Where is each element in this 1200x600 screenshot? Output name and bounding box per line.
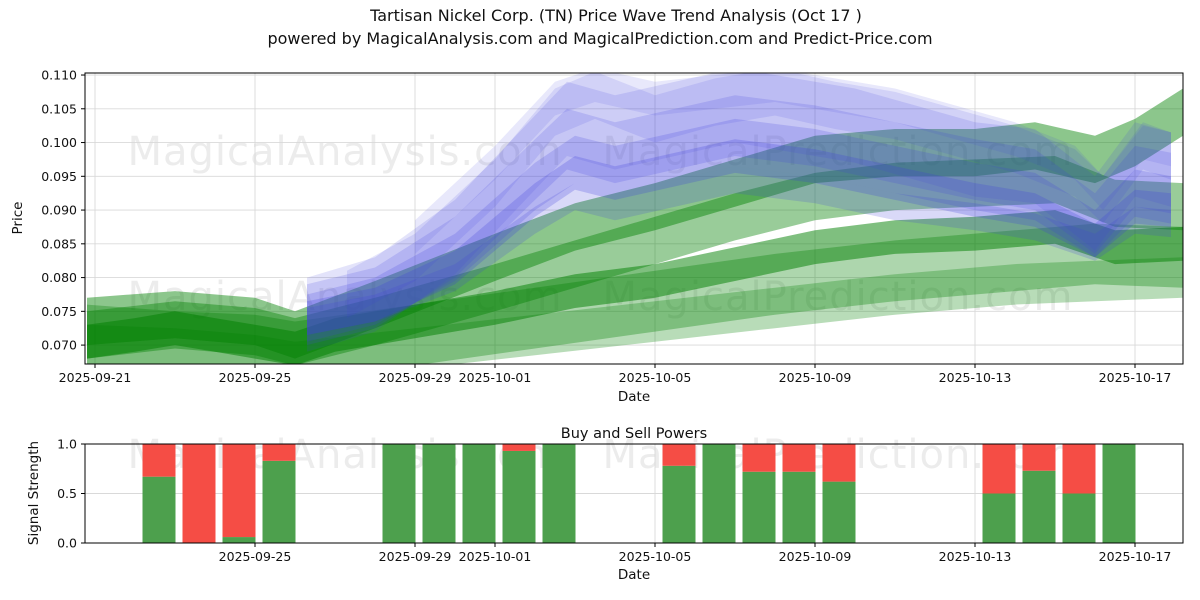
y-tick-label: 1.0: [57, 437, 77, 452]
blue-wave-band-7: [415, 73, 1171, 254]
buy-bar: [1022, 470, 1056, 543]
buy-bar: [662, 465, 696, 543]
blue-wave-band-4: [307, 139, 1171, 335]
buy-bar: [542, 444, 576, 543]
buy-bar: [262, 460, 296, 543]
x-tick-label: 2025-10-05: [619, 549, 692, 564]
sell-bar: [1062, 444, 1096, 494]
green-trend-band-2: [87, 156, 1183, 364]
date-axis-label-top: Date: [618, 389, 650, 405]
buy-bar: [742, 471, 776, 543]
x-tick-label: 2025-10-09: [779, 549, 852, 564]
sell-bar: [742, 444, 776, 472]
x-tick-label: 2025-10-13: [939, 549, 1012, 564]
y-tick-label: 0.105: [41, 101, 77, 116]
sell-bar: [262, 444, 296, 461]
x-tick-label: 2025-09-29: [379, 549, 452, 564]
chart-title: Tartisan Nickel Corp. (TN) Price Wave Tr…: [370, 6, 862, 25]
y-tick-label: 0.100: [41, 135, 77, 150]
y-tick-label: 0.070: [41, 338, 77, 353]
green-trend-band-1: [87, 88, 1183, 359]
bottom-chart-title: Buy and Sell Powers: [561, 426, 707, 442]
buy-bar: [982, 493, 1016, 543]
sell-bar: [982, 444, 1016, 494]
chart-subtitle: powered by MagicalAnalysis.com and Magic…: [267, 29, 933, 48]
x-tick-label: 2025-10-01: [459, 549, 532, 564]
y-tick-label: 0.080: [41, 270, 77, 285]
y-tick-label: 0.0: [57, 536, 77, 551]
x-tick-label: 2025-10-05: [619, 370, 692, 385]
x-tick-label: 2025-10-17: [1099, 370, 1172, 385]
x-tick-label: 2025-09-21: [59, 370, 132, 385]
x-tick-label: 2025-10-17: [1099, 549, 1172, 564]
buy-bar: [702, 444, 736, 543]
x-tick-label: 2025-10-09: [779, 370, 852, 385]
y-tick-label: 0.095: [41, 169, 77, 184]
y-tick-label: 0.110: [41, 68, 77, 83]
signal-axis-label: Signal Strength: [26, 441, 42, 545]
buy-bar: [782, 471, 816, 543]
y-tick-label: 0.085: [41, 236, 77, 251]
buy-sell-chart: 0.0 0.5 1.0 2025-09-25 2025-09-29 2025-10-01 2…: [57, 437, 1184, 564]
sell-bar: [1022, 444, 1056, 471]
price-wave-chart: 0.070 0.075 0.080 0.085 0.090 0.095 0.100 0.105…: [41, 68, 1184, 385]
x-tick-label: 2025-09-29: [379, 370, 452, 385]
sell-bar: [782, 444, 816, 472]
blue-wave-band-5: [307, 166, 1171, 335]
sell-bar: [662, 444, 696, 466]
buy-bar: [1102, 444, 1136, 543]
y-tick-label: 0.090: [41, 203, 77, 218]
date-axis-label-bottom: Date: [618, 567, 650, 583]
x-tick-label: 2025-09-25: [219, 370, 292, 385]
buy-bar: [502, 450, 536, 543]
blue-wave-band-3: [307, 118, 1171, 342]
x-tick-label: 2025-09-25: [219, 549, 292, 564]
buy-bar: [462, 444, 496, 543]
blue-wave-band-6: [347, 73, 1171, 319]
green-trend-band-3: [87, 210, 1183, 364]
plot-frame: [84, 72, 1184, 365]
price-axis-label: Price: [10, 202, 26, 235]
buy-bar: [142, 476, 176, 543]
buy-bar: [222, 537, 256, 543]
sell-bar: [822, 444, 856, 482]
watermark-text: MagicalPrediction.com: [602, 129, 1074, 175]
x-tick-label: 2025-10-01: [459, 370, 532, 385]
green-trend-band-5: [87, 257, 1183, 364]
sell-bar: [182, 444, 216, 543]
sell-bar: [142, 444, 176, 477]
sell-bar: [222, 444, 256, 538]
blue-wave-band-2: [307, 95, 1171, 346]
buy-bar: [422, 444, 456, 543]
buy-bar: [382, 444, 416, 543]
buy-bar: [822, 481, 856, 543]
sell-bar: [502, 444, 536, 451]
y-tick-label: 0.5: [57, 486, 77, 501]
blue-wave-band-1: [307, 73, 1171, 352]
x-tick-label: 2025-10-13: [939, 370, 1012, 385]
green-trend-band-4: [87, 223, 1183, 364]
buy-bar: [1062, 493, 1096, 543]
watermark-text: MagicalAnalysis.com: [127, 129, 563, 175]
y-tick-label: 0.075: [41, 304, 77, 319]
